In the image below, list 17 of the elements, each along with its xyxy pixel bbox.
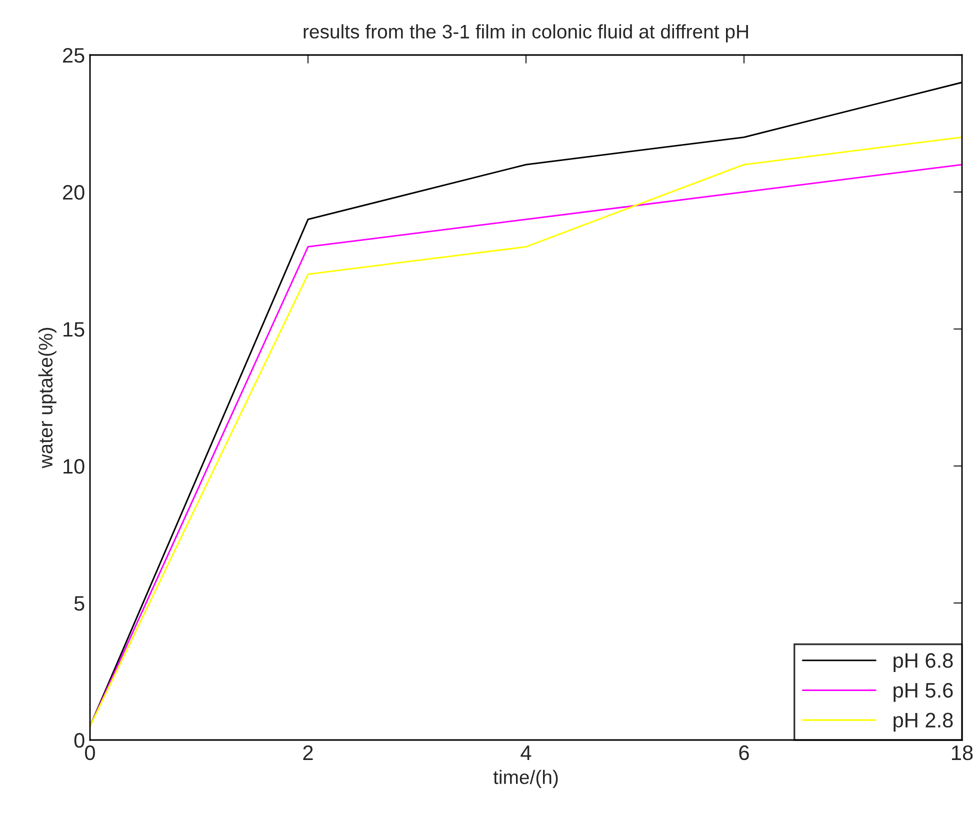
y-tick-label: 10 bbox=[64, 459, 84, 474]
y-tick-label: 25 bbox=[63, 48, 84, 63]
x-tick-label: 6 bbox=[739, 745, 749, 760]
x-tick-label: 18 bbox=[952, 745, 973, 760]
x-tick-label: 4 bbox=[520, 746, 532, 760]
y-tick-label: 5 bbox=[74, 596, 84, 611]
y-tick-label: 15 bbox=[64, 322, 84, 337]
x-axis-title: time/(h) bbox=[493, 770, 558, 788]
y-tick-label: 20 bbox=[63, 185, 84, 200]
x-tick-label: 0 bbox=[85, 745, 95, 760]
chart-title: results from the 3-1 film in colonic fluid at diffrent pH bbox=[304, 24, 748, 42]
legend-label: pH 6.8 bbox=[894, 653, 953, 672]
legend-label: pH 5.6 bbox=[894, 682, 953, 702]
x-tick-label: 2 bbox=[303, 745, 313, 760]
y-axis-title: water uptake(%) bbox=[38, 328, 56, 468]
y-tick-label: 0 bbox=[74, 733, 84, 748]
legend-label: pH 2.8 bbox=[894, 712, 953, 732]
